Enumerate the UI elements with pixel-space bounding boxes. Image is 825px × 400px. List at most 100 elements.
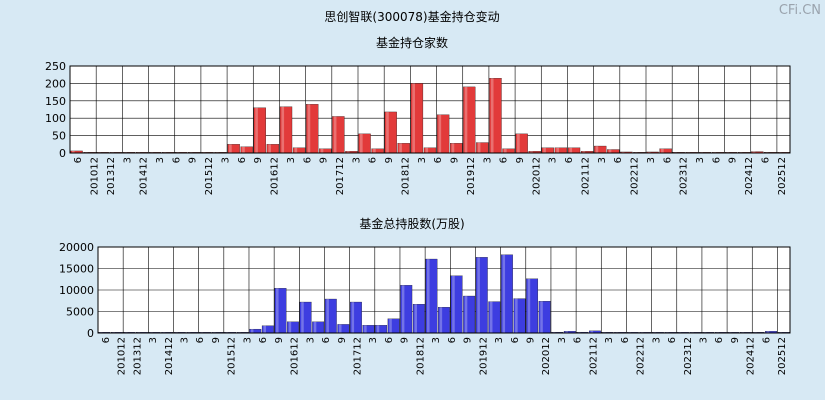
shares-x-tick-label: 9 [337, 337, 348, 343]
shares-x-tick-label: 6 [761, 337, 772, 343]
shares-x-tick-label: 3 [651, 337, 662, 343]
count-x-tick-label: 6 [662, 157, 673, 163]
count-x-tick-label: 201512 [204, 157, 215, 195]
count-x-tick-label: 3 [286, 157, 297, 163]
shares-x-tick-label: 9 [463, 337, 474, 343]
count-x-tick-label: 201012 [90, 157, 101, 195]
count-x-tick-label: 6 [368, 157, 379, 163]
chart-title-fund-count: 基金持仓家数 [376, 35, 448, 50]
count-bar-highlight [451, 143, 455, 153]
shares-bar-highlight [326, 299, 329, 333]
count-x-tick-label: 202112 [580, 157, 591, 195]
count-bar-highlight [517, 133, 520, 153]
count-bar-highlight [464, 86, 468, 153]
count-bar-highlight [333, 116, 337, 153]
count-bar-highlight [621, 151, 625, 153]
shares-bar-highlight [351, 302, 355, 333]
shares-x-tick-label: 3 [557, 337, 568, 343]
count-x-tick-label: 6 [73, 157, 84, 163]
count-bar-highlight [229, 144, 232, 153]
count-x-tick-label: 6 [564, 157, 575, 163]
count-bar-highlight [752, 151, 756, 153]
count-x-tick-label: 9 [515, 157, 526, 163]
count-bar-highlight [386, 111, 389, 153]
shares-x-tick-label: 201312 [132, 337, 143, 375]
shares-bar-highlight [439, 307, 443, 333]
shares-y-tick-label: 15000 [59, 263, 94, 276]
shares-x-tick-label: 9 [211, 337, 222, 343]
count-bar-highlight [255, 107, 258, 153]
count-x-tick-label: 3 [548, 157, 559, 163]
shares-x-tick-label: 202512 [777, 337, 788, 375]
shares-x-tick-label: 6 [667, 337, 678, 343]
shares-x-tick-label: 201512 [227, 337, 238, 375]
count-x-tick-label: 3 [646, 157, 657, 163]
shares-x-tick-label: 3 [431, 337, 442, 343]
shares-bar-highlight [301, 302, 304, 333]
count-x-tick-label: 202212 [630, 157, 641, 195]
count-x-tick-label: 6 [302, 157, 313, 163]
shares-x-tick-label: 9 [274, 337, 285, 343]
count-x-tick-label: 201312 [106, 157, 117, 195]
count-bar-highlight [661, 148, 664, 153]
count-bar-highlight [373, 148, 376, 153]
count-bar-highlight [268, 144, 271, 153]
count-bar-highlight [346, 151, 350, 153]
shares-x-tick-label: 202212 [636, 337, 647, 375]
count-x-tick-label: 9 [253, 157, 264, 163]
count-bar-highlight [556, 147, 559, 153]
shares-x-tick-label: 3 [242, 337, 253, 343]
shares-bar-highlight [766, 331, 770, 333]
shares-bar-highlight [414, 304, 417, 333]
shares-x-tick-label: 201912 [478, 337, 489, 375]
count-plot-border [69, 65, 791, 154]
count-bar-highlight [281, 106, 285, 153]
count-x-tick-label: 9 [319, 157, 330, 163]
count-x-tick-label: 9 [188, 157, 199, 163]
shares-x-tick-label: 3 [604, 337, 615, 343]
shares-bar-highlight [477, 257, 480, 333]
count-x-tick-label: 6 [433, 157, 444, 163]
count-bar-highlight [399, 143, 402, 153]
count-bar-highlight [543, 147, 546, 153]
count-x-tick-label: 6 [613, 157, 624, 163]
shares-x-tick-label: 6 [258, 337, 269, 343]
shares-bar-highlight [590, 330, 594, 333]
count-x-tick-label: 3 [351, 157, 362, 163]
shares-x-tick-label: 6 [321, 337, 332, 343]
shares-bar-highlight [313, 321, 317, 333]
shares-x-tick-label: 3 [368, 337, 379, 343]
count-y-tick-label: 100 [45, 112, 66, 125]
shares-bar-highlight [464, 296, 468, 333]
page-title: 思创智联(300078)基金持仓变动 [324, 9, 499, 24]
shares-bar-highlight [364, 325, 367, 333]
total-shares-chart: 0 5000 10000 15000 20000 6 201012 201312 3 201412… [59, 241, 791, 375]
count-x-tick-label: 201412 [139, 157, 150, 195]
count-x-tick-label: 202012 [531, 157, 542, 195]
shares-x-tick-label: 201812 [415, 337, 426, 375]
count-x-tick-label: 3 [597, 157, 608, 163]
shares-y-tick-label: 10000 [59, 284, 94, 297]
count-bar-highlight [71, 150, 75, 153]
shares-bar-highlight [427, 259, 430, 333]
count-x-tick-label: 9 [728, 157, 739, 163]
count-x-tick-label: 3 [155, 157, 166, 163]
count-bar-highlight [595, 146, 599, 153]
shares-bar-highlight [540, 301, 543, 333]
count-x-tick-label: 3 [122, 157, 133, 163]
shares-x-tick-label: 202412 [746, 337, 757, 375]
count-bar-highlight [490, 78, 494, 153]
count-bar-highlight [412, 83, 415, 153]
shares-y-tick-label: 5000 [66, 306, 94, 319]
count-y-tick-label: 250 [45, 60, 66, 73]
shares-x-tick-label: 6 [384, 337, 395, 343]
shares-bar-highlight [452, 275, 455, 333]
count-bar-highlight [582, 151, 586, 153]
shares-x-tick-label: 202312 [683, 337, 694, 375]
count-bar-highlight [320, 148, 324, 153]
shares-plot-border [97, 246, 791, 334]
count-y-tick-label: 0 [59, 147, 66, 160]
count-x-tick-label: 201812 [400, 157, 411, 195]
